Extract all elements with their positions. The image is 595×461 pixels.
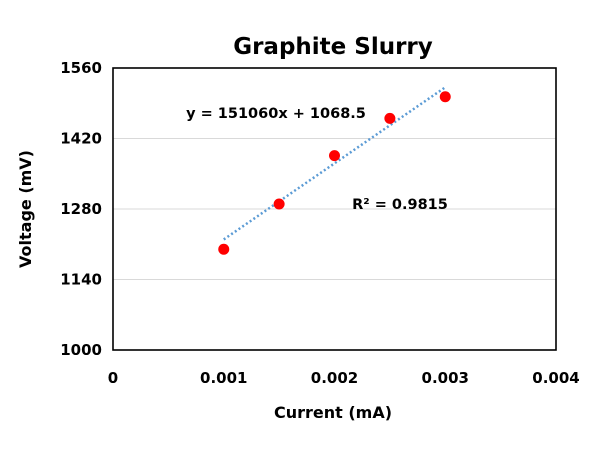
x-axis-ticks: 0 0.001 0.002 0.003 0.004 [108, 369, 580, 387]
plot-area-frame [112, 67, 557, 351]
x-tick-label: 0.003 [422, 369, 469, 387]
y-tick-label: 1560 [60, 59, 102, 77]
data-point [218, 243, 230, 255]
y-axis-ticks: 1000 1140 1280 1420 1560 [60, 59, 102, 359]
gridlines [113, 138, 556, 280]
x-axis-title: Current (mA) [274, 403, 392, 422]
x-tick-label: 0 [108, 369, 118, 387]
x-tick-label: 0.001 [200, 369, 247, 387]
data-point [384, 112, 396, 124]
data-point [329, 150, 340, 162]
y-tick-label: 1000 [60, 341, 102, 359]
r-squared-label: R² = 0.9815 [352, 197, 448, 213]
x-tick-label: 0.002 [311, 369, 358, 387]
data-points [218, 91, 451, 255]
chart-title: Graphite Slurry [233, 34, 433, 60]
y-tick-label: 1280 [60, 200, 102, 218]
y-axis-title: Voltage (mV) [16, 150, 35, 268]
x-tick-label: 0.004 [532, 369, 579, 387]
trendline-equation: y = 151060x + 1068.5 [186, 106, 366, 122]
data-point [439, 91, 451, 103]
data-point [273, 198, 285, 210]
y-tick-label: 1420 [60, 130, 102, 148]
y-tick-label: 1140 [60, 271, 102, 289]
